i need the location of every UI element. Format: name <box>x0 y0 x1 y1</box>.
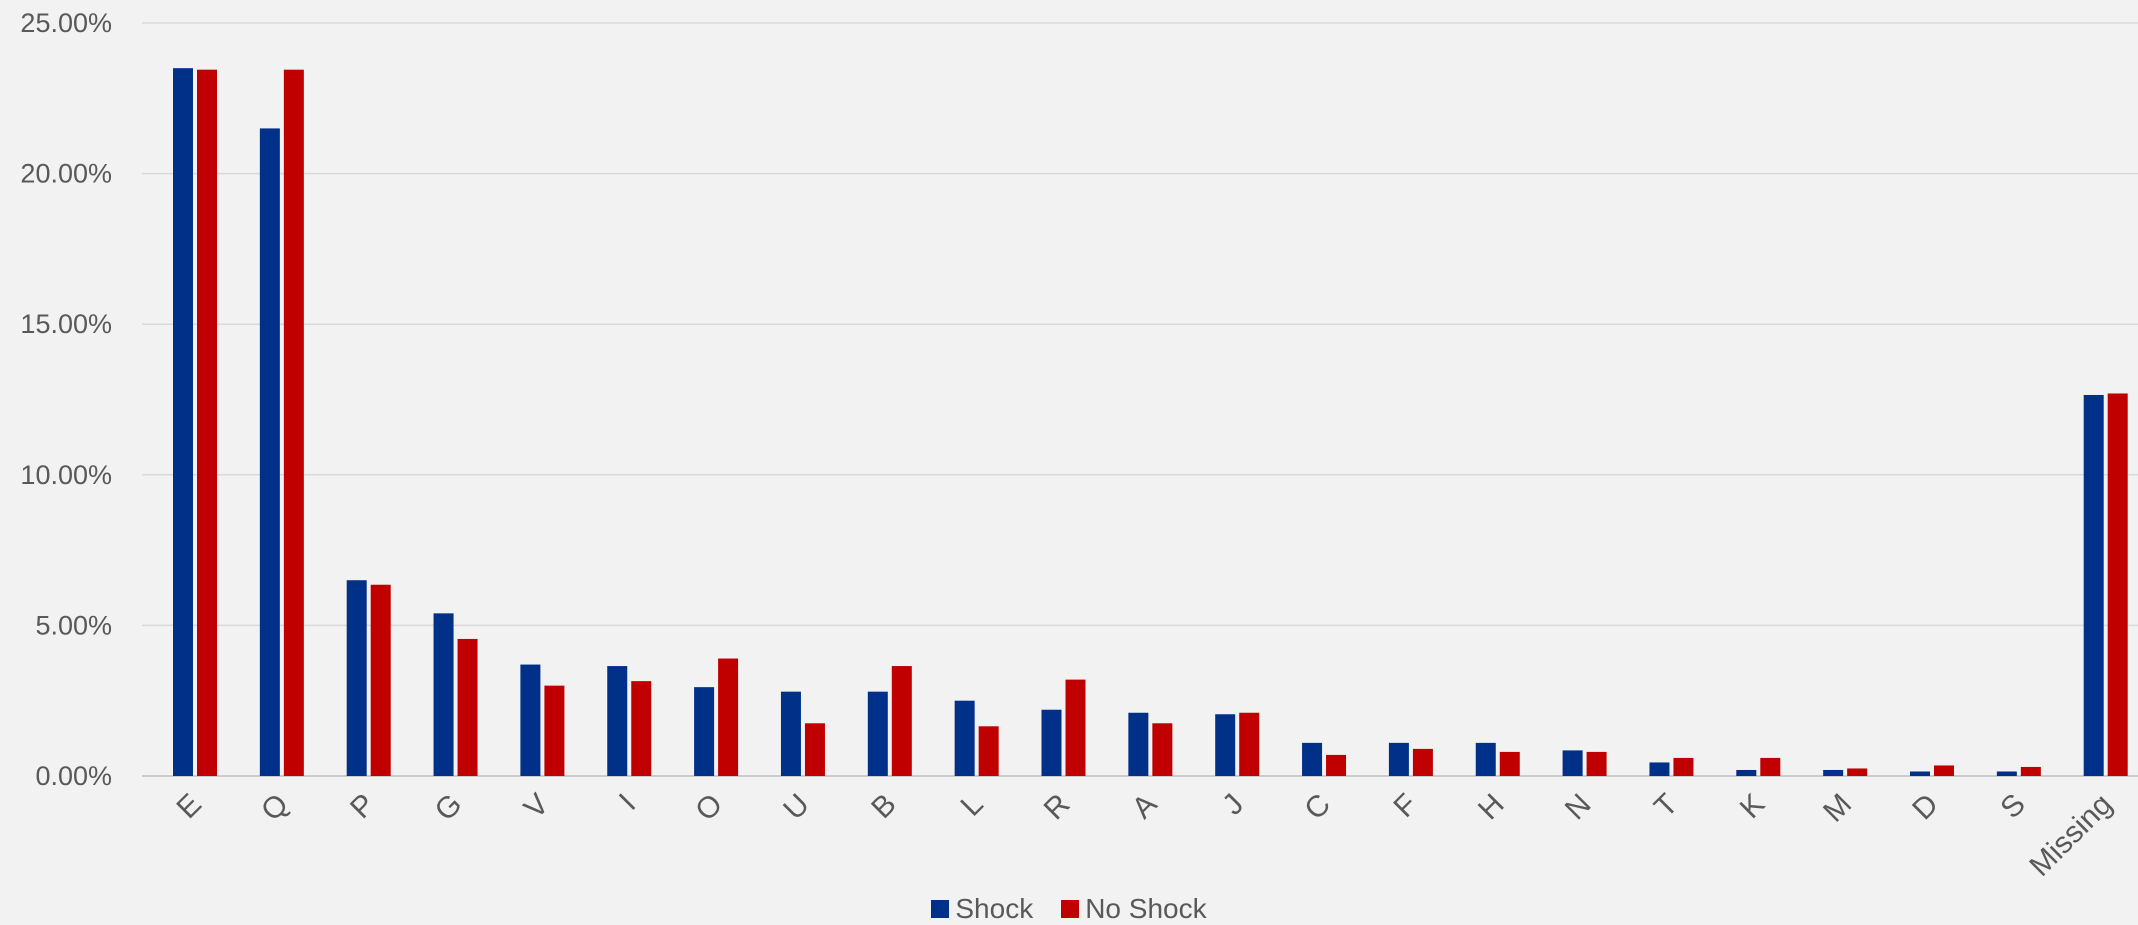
bar-no-shock-f <box>1412 748 1433 776</box>
x-category-label: E <box>170 788 207 825</box>
bar-shock-k <box>1736 769 1757 776</box>
bar-no-shock-t <box>1673 757 1694 776</box>
bars <box>173 68 2128 777</box>
bar-no-shock-g <box>457 638 478 776</box>
x-category-label: G <box>429 788 469 828</box>
legend: Shock No Shock <box>0 893 2138 925</box>
bar-shock-v <box>520 664 541 776</box>
legend-swatch-no-shock <box>1061 900 1080 918</box>
bar-shock-r <box>1041 709 1062 776</box>
bar-no-shock-i <box>631 681 652 776</box>
x-category-label: J <box>1216 788 1250 822</box>
bar-shock-q <box>259 128 280 777</box>
x-category-label: Missing <box>2023 788 2118 883</box>
x-category-label: S <box>1994 788 2031 825</box>
bar-shock-d <box>1910 771 1930 776</box>
bar-no-shock-a <box>1152 723 1173 776</box>
bar-shock-g <box>433 613 454 776</box>
legend-swatch-shock <box>931 900 950 918</box>
y-tick-label: 5.00% <box>35 610 112 640</box>
bar-shock-j <box>1215 714 1236 776</box>
x-category-label: H <box>1472 788 1511 827</box>
x-category-label: N <box>1559 788 1598 827</box>
legend-label-shock: Shock <box>955 893 1034 924</box>
bar-no-shock-j <box>1239 712 1260 776</box>
x-category-label: O <box>689 788 729 828</box>
bar-no-shock-p <box>370 584 391 776</box>
legend-label-no-shock: No Shock <box>1085 893 1207 924</box>
bar-shock-a <box>1128 712 1149 776</box>
bar-no-shock-h <box>1499 751 1520 776</box>
legend-item-no-shock: No Shock <box>1061 893 1207 925</box>
bar-no-shock-u <box>804 723 825 776</box>
y-tick-label: 0.00% <box>35 761 112 791</box>
bar-no-shock-q <box>283 69 304 777</box>
bar-shock-s <box>1996 771 2017 776</box>
x-category-label: Q <box>255 788 295 828</box>
bar-no-shock-c <box>1326 754 1347 776</box>
x-category-label: K <box>1734 788 1771 825</box>
bar-no-shock-r <box>1065 679 1086 776</box>
bar-shock-b <box>867 691 888 776</box>
x-category-label: L <box>954 788 989 823</box>
bar-no-shock-s <box>2020 766 2041 776</box>
bar-shock-i <box>607 666 628 776</box>
x-category-label: B <box>865 788 902 825</box>
x-category-label: U <box>777 788 816 827</box>
bar-no-shock-d <box>1934 765 1954 776</box>
bar-shock-p <box>346 580 367 776</box>
bar-shock-o <box>694 687 715 776</box>
x-category-label: I <box>613 788 642 817</box>
x-category-label: V <box>518 788 555 825</box>
bar-shock-t <box>1649 762 1670 776</box>
bar-shock-e <box>173 68 193 777</box>
bar-shock-u <box>780 691 801 776</box>
bar-shock-h <box>1475 742 1496 776</box>
y-tick-label: 25.00% <box>20 8 112 38</box>
x-category-label: A <box>1126 788 1163 825</box>
bar-shock-l <box>954 700 975 776</box>
bar-no-shock-b <box>891 666 912 776</box>
x-category-label: D <box>1906 788 1945 827</box>
bar-shock-c <box>1302 742 1323 776</box>
bar-no-shock-m <box>1847 768 1868 776</box>
bar-no-shock-v <box>544 685 565 776</box>
bar-shock-missing <box>2083 394 2104 776</box>
bar-no-shock-missing <box>2107 393 2128 776</box>
x-category-label: P <box>344 788 381 825</box>
y-tick-label: 20.00% <box>20 159 112 189</box>
legend-item-shock: Shock <box>931 893 1033 925</box>
bar-shock-m <box>1823 769 1844 776</box>
y-axis-tick-labels: 0.00% 5.00% 10.00% 15.00% 20.00% 25.00% <box>20 8 112 791</box>
y-tick-label: 15.00% <box>20 309 112 339</box>
gridlines <box>142 22 2138 777</box>
x-category-label: C <box>1298 788 1337 827</box>
bar-no-shock-o <box>718 658 739 776</box>
bar-shock-n <box>1562 750 1583 776</box>
bar-shock-f <box>1388 742 1409 776</box>
bar-no-shock-n <box>1586 751 1607 776</box>
bar-no-shock-k <box>1760 757 1781 776</box>
x-category-label: R <box>1038 788 1077 827</box>
x-category-label: F <box>1388 788 1424 824</box>
bar-no-shock-l <box>978 726 999 776</box>
bar-no-shock-e <box>197 69 217 777</box>
x-category-label: M <box>1817 788 1858 829</box>
y-tick-label: 10.00% <box>20 460 112 490</box>
x-category-label: T <box>1648 788 1684 824</box>
